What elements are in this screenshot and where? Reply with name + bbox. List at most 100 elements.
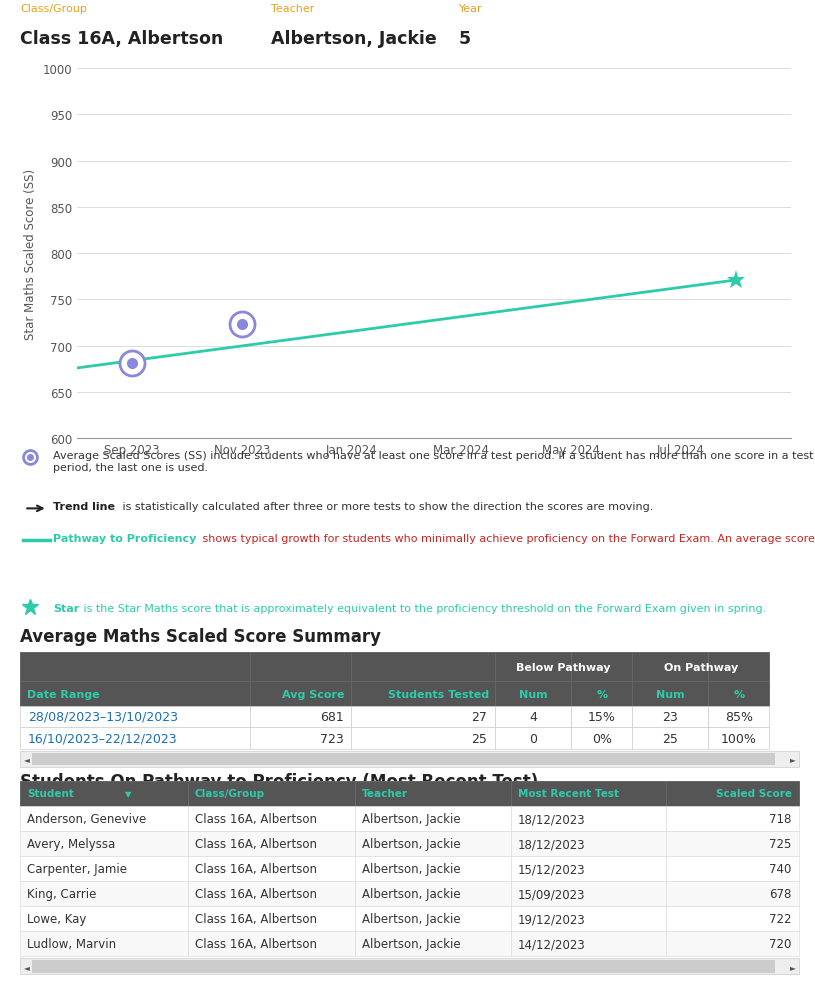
- Text: 18/12/2023: 18/12/2023: [518, 812, 585, 825]
- FancyBboxPatch shape: [351, 706, 496, 728]
- Text: Anderson, Genevive: Anderson, Genevive: [28, 812, 147, 825]
- FancyBboxPatch shape: [20, 857, 187, 881]
- Text: 681: 681: [319, 710, 343, 724]
- FancyBboxPatch shape: [20, 728, 250, 749]
- Text: Below Pathway: Below Pathway: [517, 663, 611, 672]
- FancyBboxPatch shape: [708, 653, 769, 681]
- Text: Scaled Score: Scaled Score: [716, 789, 791, 799]
- FancyBboxPatch shape: [187, 857, 355, 881]
- Text: Class 16A, Albertson: Class 16A, Albertson: [195, 863, 317, 876]
- FancyBboxPatch shape: [496, 681, 571, 706]
- FancyBboxPatch shape: [187, 807, 355, 831]
- FancyBboxPatch shape: [708, 681, 769, 706]
- Text: Avery, Melyssa: Avery, Melyssa: [28, 837, 116, 850]
- Text: On Pathway: On Pathway: [663, 663, 738, 672]
- Text: Pathway to Proficiency: Pathway to Proficiency: [53, 533, 196, 543]
- Text: Class 16A, Albertson: Class 16A, Albertson: [195, 837, 317, 850]
- Text: Albertson, Jackie: Albertson, Jackie: [362, 912, 460, 926]
- FancyBboxPatch shape: [187, 831, 355, 857]
- Text: is statistically calculated after three or more tests to show the direction the : is statistically calculated after three …: [119, 502, 654, 512]
- FancyBboxPatch shape: [571, 653, 632, 681]
- Text: ◄: ◄: [24, 754, 29, 764]
- Text: ▼: ▼: [126, 789, 132, 798]
- Text: Star: Star: [53, 603, 79, 613]
- Text: %: %: [734, 689, 744, 699]
- Text: Average Maths Scaled Score Summary: Average Maths Scaled Score Summary: [20, 627, 381, 646]
- FancyBboxPatch shape: [511, 881, 667, 906]
- FancyBboxPatch shape: [355, 857, 511, 881]
- Text: Albertson, Jackie: Albertson, Jackie: [362, 938, 460, 951]
- Text: 15/12/2023: 15/12/2023: [518, 863, 585, 876]
- FancyBboxPatch shape: [250, 653, 351, 681]
- FancyBboxPatch shape: [632, 681, 708, 706]
- FancyBboxPatch shape: [187, 932, 355, 956]
- Text: 18/12/2023: 18/12/2023: [518, 837, 585, 850]
- Text: Year: Year: [459, 4, 482, 14]
- FancyBboxPatch shape: [667, 807, 799, 831]
- Text: 723: 723: [319, 732, 343, 745]
- Text: Albertson, Jackie: Albertson, Jackie: [362, 812, 460, 825]
- FancyBboxPatch shape: [250, 706, 351, 728]
- FancyBboxPatch shape: [511, 906, 667, 932]
- Text: Class 16A, Albertson: Class 16A, Albertson: [195, 812, 317, 825]
- Text: 14/12/2023: 14/12/2023: [518, 938, 585, 951]
- FancyBboxPatch shape: [20, 706, 250, 728]
- Text: ◄: ◄: [24, 961, 29, 971]
- FancyBboxPatch shape: [187, 906, 355, 932]
- Text: Students On Pathway to Proficiency (Most Recent Test): Students On Pathway to Proficiency (Most…: [20, 772, 539, 791]
- Text: ►: ►: [790, 961, 795, 971]
- Text: 4: 4: [530, 710, 537, 724]
- Text: 100%: 100%: [720, 732, 756, 745]
- FancyBboxPatch shape: [250, 681, 351, 706]
- Text: Ludlow, Marvin: Ludlow, Marvin: [28, 938, 117, 951]
- Text: King, Carrie: King, Carrie: [28, 887, 97, 900]
- Text: is the Star Maths score that is approximately equivalent to the proficiency thre: is the Star Maths score that is approxim…: [80, 603, 766, 613]
- FancyBboxPatch shape: [250, 728, 351, 749]
- FancyBboxPatch shape: [496, 728, 571, 749]
- Text: ►: ►: [790, 754, 795, 764]
- FancyBboxPatch shape: [511, 831, 667, 857]
- FancyBboxPatch shape: [187, 781, 355, 807]
- FancyBboxPatch shape: [355, 932, 511, 956]
- FancyBboxPatch shape: [667, 857, 799, 881]
- Text: 85%: 85%: [725, 710, 753, 724]
- FancyBboxPatch shape: [632, 728, 708, 749]
- Text: Teacher: Teacher: [362, 789, 408, 799]
- FancyBboxPatch shape: [20, 807, 187, 831]
- Text: 15%: 15%: [588, 710, 615, 724]
- FancyBboxPatch shape: [667, 831, 799, 857]
- FancyBboxPatch shape: [496, 653, 571, 681]
- FancyBboxPatch shape: [667, 932, 799, 956]
- Text: 15/09/2023: 15/09/2023: [518, 887, 585, 900]
- Text: Num: Num: [656, 689, 685, 699]
- FancyBboxPatch shape: [32, 960, 775, 972]
- Text: 678: 678: [769, 887, 791, 900]
- FancyBboxPatch shape: [496, 706, 571, 728]
- FancyBboxPatch shape: [667, 781, 799, 807]
- FancyBboxPatch shape: [20, 932, 187, 956]
- FancyBboxPatch shape: [351, 653, 496, 681]
- FancyBboxPatch shape: [20, 781, 187, 807]
- FancyBboxPatch shape: [355, 906, 511, 932]
- Text: 720: 720: [769, 938, 791, 951]
- FancyBboxPatch shape: [355, 831, 511, 857]
- Text: 722: 722: [769, 912, 791, 926]
- Text: shows typical growth for students who minimally achieve proficiency on the Forwa: shows typical growth for students who mi…: [199, 533, 815, 543]
- Y-axis label: Star Maths Scaled Score (SS): Star Maths Scaled Score (SS): [24, 169, 37, 339]
- Text: Albertson, Jackie: Albertson, Jackie: [362, 837, 460, 850]
- FancyBboxPatch shape: [511, 932, 667, 956]
- FancyBboxPatch shape: [708, 728, 769, 749]
- FancyBboxPatch shape: [355, 881, 511, 906]
- Text: Class/Group: Class/Group: [20, 4, 87, 14]
- FancyBboxPatch shape: [632, 706, 708, 728]
- FancyBboxPatch shape: [511, 781, 667, 807]
- Text: Carpenter, Jamie: Carpenter, Jamie: [28, 863, 127, 876]
- Text: Avg Score: Avg Score: [283, 689, 345, 699]
- Text: Students Tested: Students Tested: [388, 689, 489, 699]
- Text: 725: 725: [769, 837, 791, 850]
- FancyBboxPatch shape: [667, 906, 799, 932]
- FancyBboxPatch shape: [355, 807, 511, 831]
- Text: 28/08/2023–13/10/2023: 28/08/2023–13/10/2023: [29, 710, 178, 724]
- FancyBboxPatch shape: [20, 751, 799, 767]
- FancyBboxPatch shape: [511, 807, 667, 831]
